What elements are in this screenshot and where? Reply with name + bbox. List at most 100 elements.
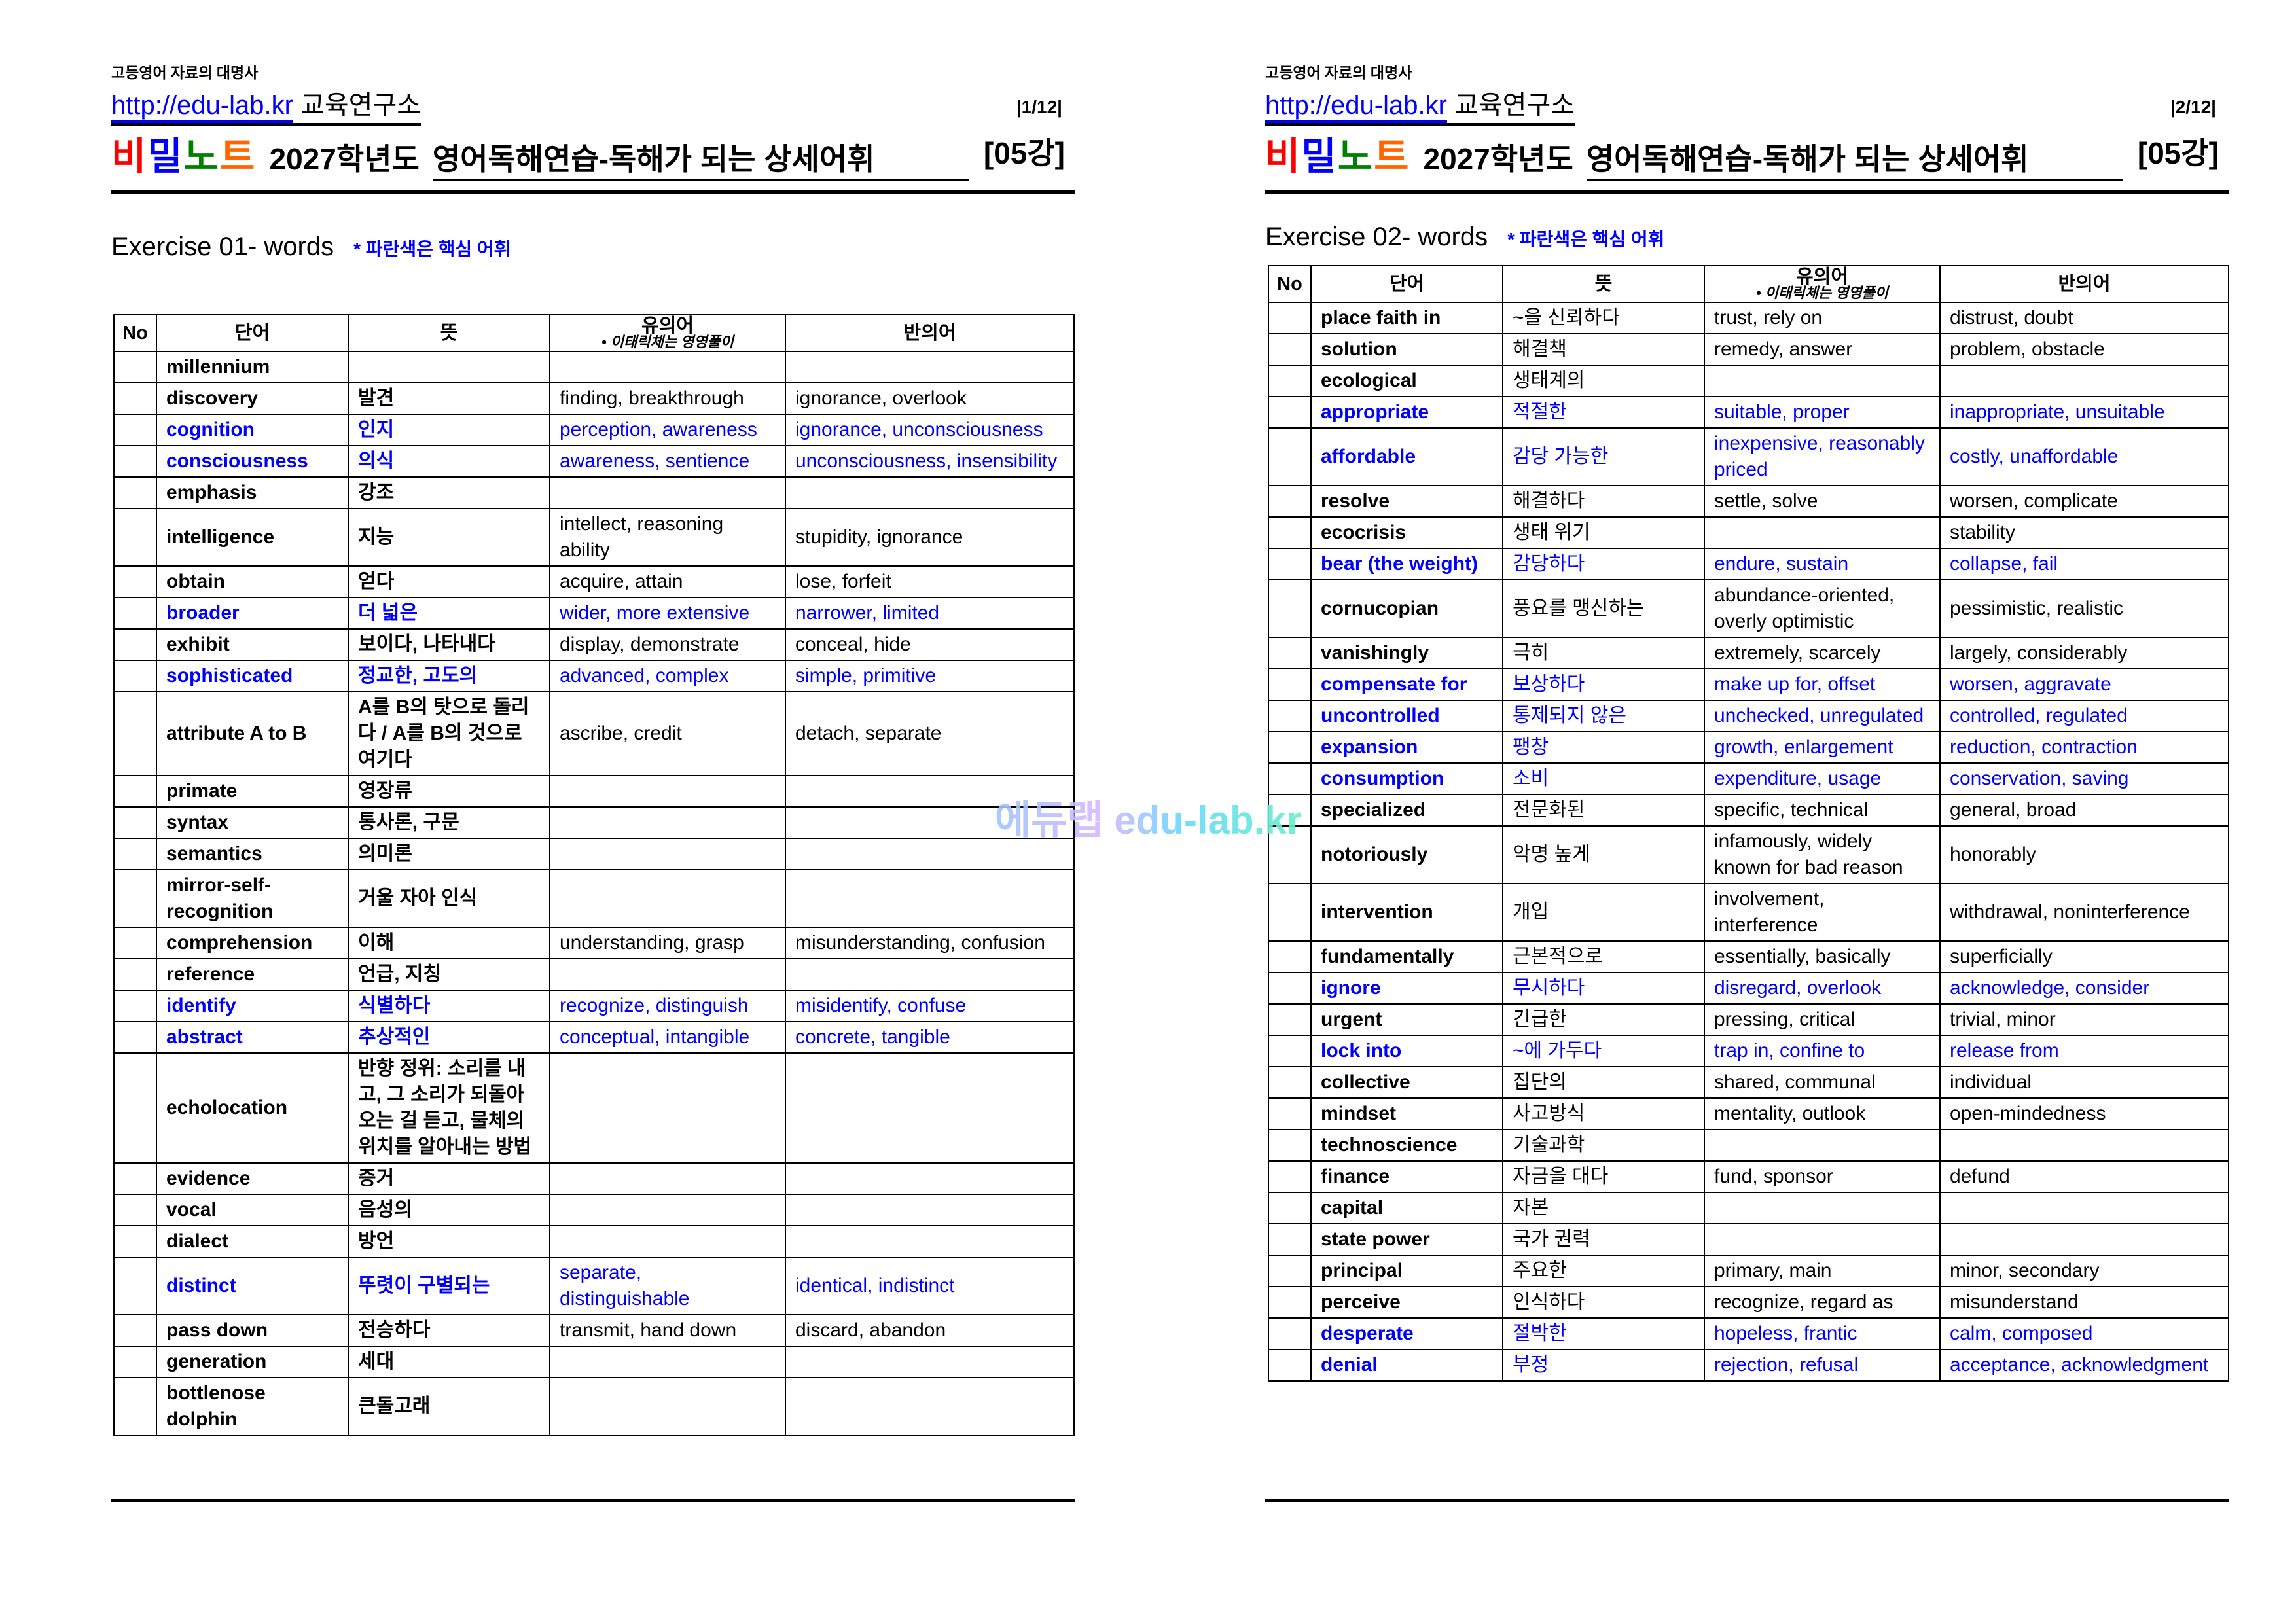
cell-no — [1268, 427, 1312, 486]
site-link[interactable]: http://edu-lab.kr — [111, 91, 293, 123]
cell-word: abstract — [156, 1021, 349, 1054]
cell-no — [1268, 1160, 1312, 1193]
cell-no — [1268, 396, 1312, 429]
synonym-label: 유의어 — [641, 315, 694, 336]
cell-synonym: growth, enlargement — [1704, 731, 1941, 764]
cell-meaning: 자본 — [1502, 1192, 1705, 1224]
cell-antonym: stability — [1939, 516, 2229, 549]
table-row: place faith in ~을 신뢰하다 trust, rely on distr… — [1268, 302, 2229, 334]
cell-word: identify — [156, 990, 349, 1022]
cell-meaning: ~을 신뢰하다 — [1502, 302, 1705, 334]
cell-word: ignore — [1310, 972, 1503, 1005]
cell-no — [113, 1225, 157, 1258]
cell-word: exhibit — [156, 628, 349, 661]
cell-synonym: infamously, widely known for bad reason — [1704, 825, 1941, 884]
cell-synonym — [549, 351, 786, 383]
vocab-table: No 단어 뜻 유의어 • 이태릭체는 영영풀이 반의어 millennium discove… — [113, 314, 1075, 1436]
cell-synonym: unchecked, unregulated — [1704, 700, 1941, 732]
cell-meaning: 강조 — [348, 476, 550, 509]
table-row: desperate 절박한 hopeless, frantic calm, compo… — [1268, 1317, 2229, 1350]
cell-antonym: pessimistic, realistic — [1939, 579, 2229, 638]
table-row: collective 집단의 shared, communal individual — [1268, 1066, 2229, 1099]
cell-no — [113, 476, 157, 509]
brand-char: 밀 — [1301, 135, 1338, 178]
cell-meaning: 더 넓은 — [348, 597, 550, 630]
cell-synonym: fund, sponsor — [1704, 1160, 1941, 1193]
table-row: consciousness 의식 awareness, sentience uncon… — [113, 445, 1075, 478]
cell-synonym — [549, 1377, 786, 1436]
institute-name: 교육연구소 — [300, 91, 422, 120]
cell-word: cornucopian — [1310, 579, 1503, 638]
synonym-note: • 이태릭체는 영영풀이 — [601, 334, 734, 350]
cell-no — [1268, 1349, 1312, 1382]
cell-word: cognition — [156, 414, 349, 446]
table-row: technoscience 기술과학 — [1268, 1129, 2229, 1162]
cell-antonym: stupidity, ignorance — [785, 508, 1075, 567]
cell-no — [113, 806, 157, 839]
cell-meaning: 주요한 — [1502, 1255, 1705, 1287]
cell-word: discovery — [156, 382, 349, 415]
cell-meaning: 세대 — [348, 1346, 550, 1378]
cell-no — [1268, 365, 1312, 397]
cell-no — [1268, 333, 1312, 366]
brand-logo: 비밀노트 — [1265, 135, 1410, 178]
cell-synonym: extremely, scarcely — [1704, 637, 1941, 669]
cell-word: solution — [1310, 333, 1503, 366]
cell-antonym: identical, indistinct — [785, 1257, 1075, 1315]
cell-synonym — [549, 869, 786, 928]
table-header-row: No 단어 뜻 유의어 • 이태릭체는 영영풀이 반의어 — [113, 314, 1075, 352]
cell-no — [113, 565, 157, 598]
cell-synonym: recognize, regard as — [1704, 1286, 1941, 1319]
cell-synonym — [549, 1052, 786, 1164]
col-antonym: 반의어 — [1939, 265, 2229, 303]
exercise-label: Exercise 02- words — [1265, 223, 1488, 251]
cell-no — [113, 775, 157, 808]
cell-no — [1268, 700, 1312, 732]
cell-meaning: 의식 — [348, 445, 550, 478]
cell-word: mindset — [1310, 1097, 1503, 1130]
cell-synonym: abundance-oriented, overly optimistic — [1704, 579, 1941, 638]
cell-word: place faith in — [1310, 302, 1503, 334]
site-link[interactable]: http://edu-lab.kr — [1265, 91, 1447, 123]
cell-word: reference — [156, 958, 349, 991]
table-row: finance 자금을 대다 fund, sponsor defund — [1268, 1160, 2229, 1193]
brand-char: 비 — [111, 135, 148, 178]
cell-meaning: 감당 가능한 — [1502, 427, 1705, 486]
cell-no — [113, 1346, 157, 1378]
table-row: bottlenose dolphin 큰돌고래 — [113, 1377, 1075, 1436]
table-row: primate 영장류 — [113, 775, 1075, 808]
cell-word: lock into — [1310, 1035, 1503, 1067]
brand-char: 비 — [1265, 135, 1302, 178]
cell-synonym: make up for, offset — [1704, 668, 1941, 701]
table-row: specialized 전문화된 specific, technical genera… — [1268, 794, 2229, 827]
cell-no — [1268, 972, 1312, 1005]
cell-no — [1268, 883, 1312, 942]
cell-synonym: recognize, distinguish — [549, 990, 786, 1022]
cell-word: desperate — [1310, 1317, 1503, 1350]
col-meaning: 뜻 — [348, 314, 550, 352]
cell-word: consciousness — [156, 445, 349, 478]
header-divider — [1265, 190, 2229, 194]
cell-meaning: 해결하다 — [1502, 485, 1705, 518]
table-row: vanishingly 극히 extremely, scarcely largely,… — [1268, 637, 2229, 669]
table-row: bear (the weight) 감당하다 endure, sustain coll… — [1268, 548, 2229, 580]
cell-meaning: 전문화된 — [1502, 794, 1705, 827]
table-row: syntax 통사론, 구문 — [113, 806, 1075, 839]
cell-synonym: expenditure, usage — [1704, 762, 1941, 795]
cell-word: semantics — [156, 838, 349, 870]
cell-no — [113, 597, 157, 630]
cell-no — [1268, 1129, 1312, 1162]
cell-word: technoscience — [1310, 1129, 1503, 1162]
table-row: cognition 인지 perception, awareness ignoranc… — [113, 414, 1075, 446]
table-row: evidence 증거 — [113, 1162, 1075, 1195]
cell-meaning: 해결책 — [1502, 333, 1705, 366]
table-row: attribute A to B A를 B의 탓으로 돌리다 / A를 B의 것으… — [113, 691, 1075, 776]
cell-meaning: 지능 — [348, 508, 550, 567]
cell-synonym — [1704, 1129, 1941, 1162]
cell-synonym: essentially, basically — [1704, 940, 1941, 973]
subject-title: 영어독해연습-독해가 되는 상세어휘 — [432, 135, 969, 181]
cell-word: intervention — [1310, 883, 1503, 942]
cell-word: evidence — [156, 1162, 349, 1195]
table-row: mirror-self-recognition 거울 자아 인식 — [113, 869, 1075, 928]
table-row: cornucopian 풍요를 맹신하는 abundance-oriented, o… — [1268, 579, 2229, 638]
